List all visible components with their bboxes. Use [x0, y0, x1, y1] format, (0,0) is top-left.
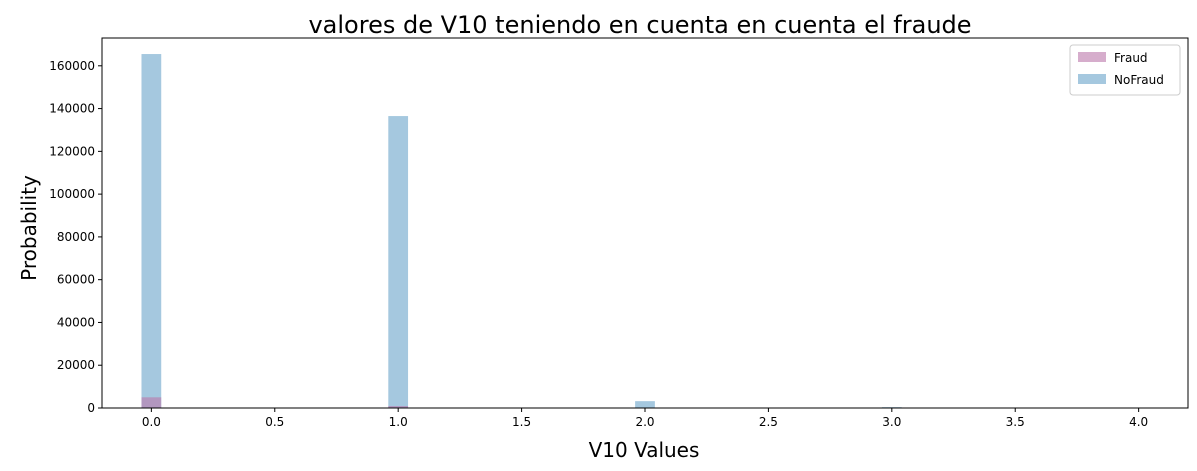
y-tick-label: 20000	[57, 358, 95, 372]
x-tick-label: 2.0	[635, 415, 654, 429]
x-tick-label: 0.5	[265, 415, 284, 429]
y-tick-label: 160000	[49, 59, 95, 73]
x-tick-label: 3.5	[1006, 415, 1025, 429]
y-tick-label: 120000	[49, 144, 95, 158]
x-tick-label: 1.5	[512, 415, 531, 429]
y-tick-label: 40000	[57, 315, 95, 329]
y-tick-label: 0	[87, 401, 95, 415]
y-axis-title: Probability	[17, 175, 41, 281]
y-tick-label: 100000	[49, 187, 95, 201]
plot-frame	[101, 37, 1189, 409]
y-tick-label: 80000	[57, 230, 95, 244]
legend-label-fraud: Fraud	[1114, 51, 1148, 65]
bar-nofraud-2	[635, 401, 655, 408]
bar-nofraud-1	[388, 116, 409, 408]
legend-label-nofraud: NoFraud	[1114, 73, 1164, 87]
legend: Fraud NoFraud	[1069, 44, 1181, 96]
legend-swatch-fraud	[1078, 52, 1106, 62]
bar-fraud-0	[141, 397, 162, 408]
x-axis: 0.0 0.5 1.0 1.5 2.0 2.5 3.0 3.5 4.0	[142, 408, 1148, 429]
bar-fraud-1	[388, 406, 409, 408]
y-tick-label: 60000	[57, 273, 95, 287]
x-tick-label: 0.0	[142, 415, 161, 429]
x-tick-label: 1.0	[389, 415, 408, 429]
chart-title: valores de V10 teniendo en cuenta en cue…	[308, 11, 971, 39]
x-tick-label: 3.0	[882, 415, 901, 429]
x-tick-label: 2.5	[759, 415, 778, 429]
x-tick-label: 4.0	[1129, 415, 1148, 429]
x-axis-title: V10 Values	[589, 438, 700, 462]
y-axis: 0 20000 40000 60000 80000 100000 120000 140000 1…	[49, 59, 102, 415]
legend-swatch-nofraud	[1078, 74, 1106, 84]
y-tick-label: 140000	[49, 102, 95, 116]
bar-nofraud-0	[141, 54, 162, 408]
bars-layer	[141, 54, 1149, 408]
